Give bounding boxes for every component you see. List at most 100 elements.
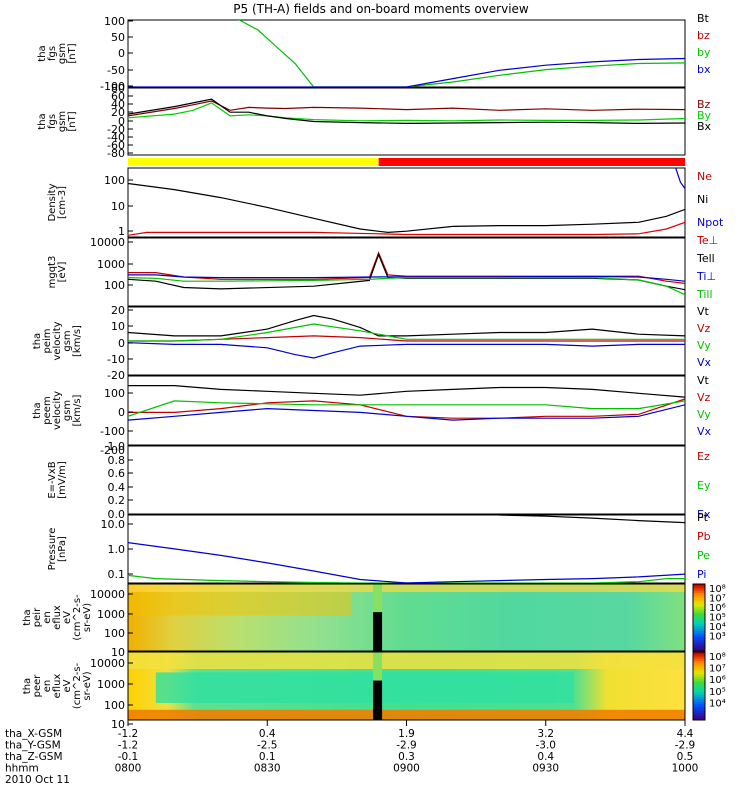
panel-ylabel: peem — [42, 396, 53, 424]
panel-ylabel: velocity — [52, 321, 63, 360]
panel-ylabel: eflux — [52, 674, 63, 699]
x-tick-value: 1000 — [672, 763, 699, 775]
y-tick-label: 0.4 — [108, 481, 126, 494]
y-tick-label: 10 — [111, 718, 125, 731]
legend-entry: Npot — [697, 216, 724, 229]
colorbar-cell — [693, 717, 705, 721]
colorbar-cell — [693, 597, 705, 601]
panel-ylabel: [cm-3] — [57, 186, 68, 219]
legend-entry: Tell — [696, 252, 715, 265]
legend-entry: Te⊥ — [696, 234, 718, 247]
colorbar-cell — [693, 695, 705, 698]
y-tick-label: 100 — [104, 15, 125, 28]
panel-ylabel: mgqt3 — [47, 256, 58, 289]
heatmap-band — [155, 672, 574, 703]
x-tick-value: -1.2 — [118, 740, 139, 752]
series-line — [128, 182, 685, 234]
colorbar-cell — [693, 586, 705, 589]
series-line — [128, 274, 685, 282]
y-tick-label: 10 — [111, 200, 125, 213]
figure-title: P5 (TH-A) fields and on-board moments ov… — [233, 2, 529, 16]
y-tick-label: -80 — [107, 147, 125, 160]
colorbar-label: 10³ — [709, 632, 726, 643]
x-tick-value: -2.9 — [396, 740, 417, 752]
heatmap-gap-top — [373, 584, 383, 613]
legend-entry: bx — [697, 63, 711, 76]
y-tick-label: 10000 — [90, 657, 125, 670]
x-tick-value: -2.5 — [257, 740, 278, 752]
x-tick-value: 0.4 — [259, 728, 276, 740]
panel-ylabel: [mV/m] — [57, 461, 68, 499]
legend-entry: Bt — [697, 12, 710, 25]
y-tick-label: 1 — [118, 225, 125, 238]
y-tick-label: 1000 — [97, 608, 125, 621]
y-tick-label: -20 — [107, 123, 125, 136]
legend-entry: Ex — [697, 508, 711, 521]
colorbar-cell — [693, 661, 705, 664]
quality-flag-segment — [378, 158, 685, 166]
colorbar-label: 10⁵ — [709, 687, 726, 698]
y-tick-label: 20 — [111, 304, 125, 317]
colorbar-label: 10⁸ — [709, 584, 726, 595]
colorbar-cell — [693, 621, 705, 625]
panel-ylabel: eV — [62, 611, 73, 624]
colorbar-cell — [693, 652, 705, 655]
panel-ylabel: velocity — [52, 391, 63, 430]
x-tick-value: 4.4 — [677, 728, 694, 740]
colorbar-cell — [693, 656, 705, 660]
series-line — [128, 221, 685, 236]
y-tick-label: 10 — [111, 320, 125, 333]
y-tick-label: -200 — [100, 444, 125, 457]
y-tick-label: 1000 — [97, 678, 125, 691]
colorbar-cell — [693, 686, 705, 689]
series-line — [128, 323, 685, 342]
panel-ylabel: gsm — [62, 400, 73, 421]
x-tick-value: 0.3 — [398, 751, 415, 763]
x-tick-value: -1.2 — [118, 728, 139, 740]
x-tick-value: 0900 — [393, 763, 420, 775]
colorbar-cell — [693, 610, 705, 614]
legend-entry: Vt — [697, 374, 710, 387]
panel-frame — [127, 375, 686, 446]
panel-ylabel: tha — [22, 609, 33, 625]
colorbar-label: 10⁵ — [709, 613, 726, 624]
panel-ylabel: eflux — [52, 605, 63, 630]
colorbar-cell — [693, 672, 705, 676]
panel-frame — [127, 583, 686, 652]
colorbar-cell — [693, 595, 705, 598]
y-tick-label: -10 — [107, 353, 125, 366]
y-tick-label: 0.8 — [108, 454, 126, 467]
x-tick-value: -0.1 — [118, 751, 139, 763]
legend-entry: Pb — [697, 530, 711, 543]
colorbar-cell — [693, 699, 705, 703]
colorbar-cell — [693, 615, 705, 618]
y-tick-label: 10000 — [90, 588, 125, 601]
series-line — [128, 102, 685, 122]
y-tick-label: -100 — [100, 425, 125, 438]
series-line — [128, 385, 685, 398]
y-tick-label: 80 — [111, 82, 125, 95]
colorbar-cell — [693, 604, 705, 607]
panel-frame — [127, 445, 686, 515]
colorbar-cell — [693, 708, 705, 712]
heatmap-gap — [373, 680, 383, 720]
panel-ylabel: tha — [22, 678, 33, 694]
colorbar-cell — [693, 674, 705, 678]
y-tick-label: 0.0 — [108, 508, 126, 521]
colorbar-cell — [693, 679, 705, 682]
y-tick-label: -20 — [107, 369, 125, 382]
legend-entry: Vx — [697, 425, 712, 438]
y-tick-label: 100 — [104, 174, 125, 187]
colorbar-label: 10⁶ — [709, 603, 726, 614]
colorbar-cell — [693, 642, 705, 645]
x-tick-value: 0830 — [254, 763, 281, 775]
y-tick-label: 100 — [104, 699, 125, 712]
colorbar-cell — [693, 676, 705, 680]
colorbar-cell — [693, 628, 705, 632]
colorbar-cell — [693, 713, 705, 716]
colorbar-label: 10⁴ — [709, 698, 726, 709]
y-tick-label: 0.1 — [108, 568, 126, 581]
x-tick-value: 0930 — [532, 763, 559, 775]
